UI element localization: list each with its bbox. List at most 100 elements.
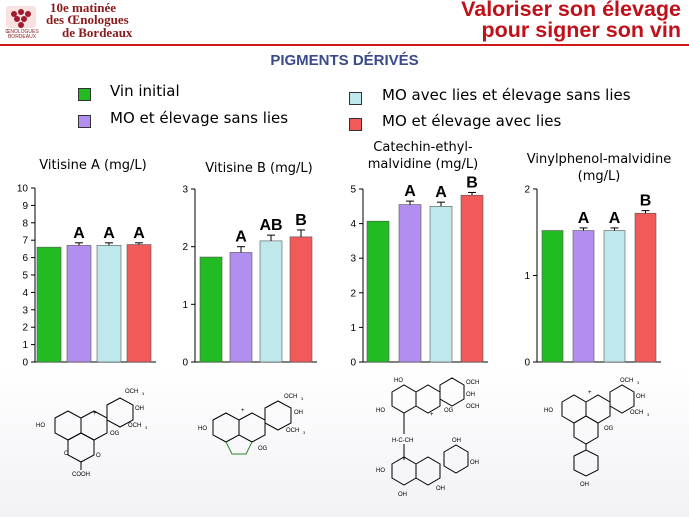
header-title-line1: Valoriser son élevage	[461, 0, 681, 21]
y-tick-label: 2	[182, 242, 188, 253]
chart-title-vitisine-b: Vitisine B (mg/L)	[205, 161, 313, 176]
significance-letter: A	[404, 183, 416, 200]
legend-swatch-mo-avec-lies-elevage-sans	[349, 92, 362, 105]
y-tick-label: 8	[22, 218, 28, 229]
svg-text:OH: OH	[470, 460, 479, 466]
page-title: PIGMENTS DÉRIVÉS	[270, 52, 419, 69]
y-tick-label: 0	[350, 358, 356, 369]
svg-text:O: O	[96, 453, 101, 459]
bar	[541, 230, 564, 363]
svg-text:HO: HO	[198, 426, 207, 432]
svg-text:HO: HO	[376, 408, 385, 414]
svg-text:3: 3	[647, 412, 650, 417]
svg-text:OCH: OCH	[128, 423, 141, 429]
svg-text:COOH: COOH	[72, 472, 90, 478]
svg-text:3: 3	[301, 396, 304, 401]
bar	[289, 236, 313, 363]
header-title-line2: pour signer son vin	[481, 18, 682, 42]
bar	[126, 244, 152, 363]
vitisine-a-structure: HO OG + OCH 3 OH OCH 3 COOH O O	[36, 389, 148, 478]
svg-text:OH: OH	[636, 394, 645, 400]
bar	[96, 245, 122, 363]
significance-letter: A	[73, 225, 85, 242]
y-tick-label: 4	[350, 219, 356, 230]
catechin-ethyl-malvidine-structure: HO HO + OG OCH OH OCH H-C-CH HO OH OH OH OH	[376, 377, 479, 498]
svg-text:OH: OH	[580, 482, 589, 488]
svg-text:OH: OH	[452, 438, 461, 444]
y-tick-label: 7	[22, 236, 28, 247]
bar	[366, 220, 390, 363]
y-tick-label: 1	[182, 300, 188, 311]
bar	[429, 206, 453, 363]
significance-letter: A	[235, 229, 247, 246]
svg-text:3: 3	[303, 430, 306, 435]
svg-text:O: O	[64, 451, 69, 457]
y-tick-label: 2	[22, 323, 28, 334]
bar	[398, 204, 422, 363]
svg-text:3: 3	[145, 425, 148, 430]
y-tick-label: 4	[22, 288, 28, 299]
bar	[603, 230, 626, 363]
svg-text:HO: HO	[36, 423, 45, 429]
svg-text:OCH: OCH	[286, 428, 299, 434]
svg-text:OH: OH	[135, 406, 144, 412]
svg-text:OH: OH	[436, 486, 445, 492]
legend-swatch-mo-sans-lies	[78, 115, 91, 128]
legend-label-mo-avec-lies: MO et élevage avec lies	[382, 112, 562, 130]
svg-text:3: 3	[637, 380, 640, 385]
y-tick-label: 3	[182, 185, 188, 196]
bar	[460, 194, 484, 363]
chart-title-catechin-ethyl-malvidine: Catechin-ethyl- malvidine (mg/L)	[367, 140, 479, 172]
y-tick-label: 1	[22, 340, 28, 351]
significance-letter: B	[466, 174, 478, 191]
y-tick-label: 6	[22, 253, 28, 264]
matinee-title: 10e matinée	[50, 0, 117, 15]
svg-text:OCH: OCH	[630, 410, 643, 416]
svg-text:3: 3	[142, 391, 145, 396]
y-tick-label: 2	[350, 288, 356, 299]
svg-text:OCH: OCH	[284, 394, 297, 400]
svg-text:OG: OG	[110, 431, 120, 437]
bar	[572, 230, 595, 363]
bar	[36, 246, 62, 363]
vinylphenol-malvidine-structure: HO + OG OCH 3 OH OCH 3 OH	[544, 378, 650, 488]
significance-letter: A	[609, 210, 621, 227]
bar	[259, 240, 283, 363]
y-tick-label: 10	[17, 184, 29, 195]
header-divider	[0, 44, 689, 46]
svg-text:HO: HO	[376, 468, 385, 474]
bar	[199, 256, 223, 363]
svg-text:OG: OG	[258, 446, 268, 452]
y-tick-label: 1	[350, 323, 356, 334]
svg-text:+: +	[588, 390, 592, 396]
logo-caption: ŒNOLOGUES BORDEAUX	[5, 29, 39, 40]
svg-text:OCH: OCH	[466, 380, 479, 386]
vitisine-b-structure: HO OG + OCH 3 OH OCH 3	[198, 394, 306, 455]
significance-letter: A	[103, 225, 115, 242]
svg-text:OG: OG	[604, 426, 614, 432]
svg-text:OCH: OCH	[466, 404, 479, 410]
header: ŒNOLOGUES BORDEAUX 10e matinée des Œnolo…	[0, 0, 689, 44]
svg-text:OG: OG	[444, 408, 454, 414]
matinee-city: de Bordeaux	[62, 25, 133, 40]
chart-title-vinylphenol-malvidine: Vinylphenol-malvidine (mg/L)	[526, 152, 672, 184]
svg-text:OCH: OCH	[125, 389, 138, 395]
y-tick-label: 9	[22, 201, 28, 212]
svg-text:OCH: OCH	[620, 378, 633, 384]
svg-text:+: +	[93, 411, 97, 417]
significance-letter: A	[133, 225, 145, 242]
significance-letter: B	[295, 212, 307, 229]
svg-text:HO: HO	[544, 408, 553, 414]
svg-text:OH: OH	[466, 392, 475, 398]
y-tick-label: 0	[182, 358, 188, 369]
svg-text:OH: OH	[398, 492, 407, 498]
svg-text:H-C-CH: H-C-CH	[392, 438, 413, 444]
svg-text:+: +	[430, 412, 434, 418]
bar	[66, 245, 92, 363]
bar	[229, 252, 253, 363]
significance-letter: A	[578, 210, 590, 227]
legend-swatch-mo-avec-lies	[349, 118, 362, 131]
svg-text:+: +	[241, 408, 245, 414]
y-tick-label: 3	[22, 305, 28, 316]
